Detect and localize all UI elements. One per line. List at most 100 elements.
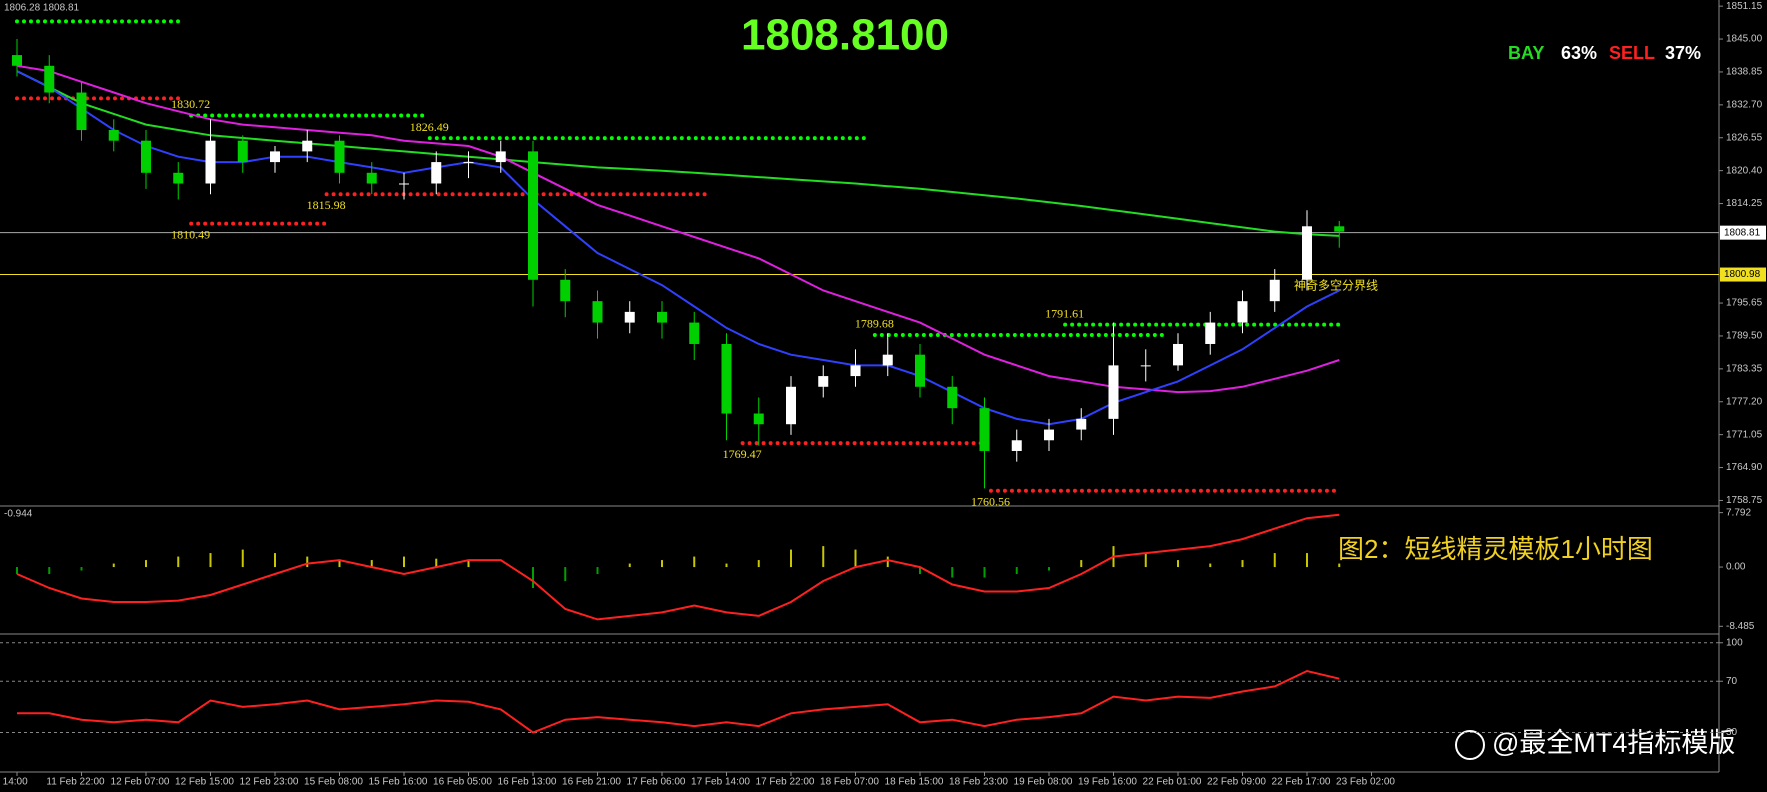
candle-body xyxy=(1076,418,1087,430)
y-tick-label: 1832.70 xyxy=(1726,99,1763,110)
candle-body xyxy=(657,311,667,323)
indicator-line xyxy=(16,70,1340,426)
candle-body xyxy=(44,65,55,93)
y-tick-label: 1758.75 xyxy=(1726,495,1763,506)
x-tick-label: 19 Feb 16:00 xyxy=(1078,777,1137,788)
y-tick-label: 0.00 xyxy=(1726,562,1746,573)
candle-body xyxy=(915,354,925,387)
x-tick-label: 17 Feb 06:00 xyxy=(627,777,686,788)
candle-body xyxy=(76,92,87,130)
candle-body xyxy=(1044,429,1054,441)
level-label: 1810.49 xyxy=(171,227,210,241)
candle-body xyxy=(1269,279,1280,302)
candle-body xyxy=(366,172,377,184)
candle-body xyxy=(302,140,313,152)
y-tick-label: 1789.50 xyxy=(1726,331,1763,342)
watermark: @最全MT4指标模版 xyxy=(1492,728,1735,758)
candle-body xyxy=(528,151,538,280)
y-tick-label: 70 xyxy=(1726,676,1738,687)
candle-body xyxy=(850,365,861,377)
y-tick-label: 1826.55 xyxy=(1726,132,1763,143)
sell-percent: 37% xyxy=(1665,43,1701,63)
candle-body xyxy=(173,172,184,184)
candle-body xyxy=(334,140,345,173)
y-tick-label: 1783.35 xyxy=(1726,363,1763,374)
candle-body xyxy=(753,413,764,425)
x-tick-label: 18 Feb 23:00 xyxy=(949,777,1008,788)
candle-body xyxy=(237,140,248,163)
level-label: 1769.47 xyxy=(723,447,762,461)
caption: 图2：短线精灵模板1小时图 xyxy=(1338,534,1653,564)
y-tick-label: 1771.05 xyxy=(1726,429,1763,440)
y-tick-label: 1838.85 xyxy=(1726,67,1763,78)
sell-label: SELL xyxy=(1609,43,1655,63)
candle-body xyxy=(689,322,700,344)
x-tick-label: 11 Feb 22:00 xyxy=(46,777,105,788)
candle-body xyxy=(205,140,216,184)
candle-body xyxy=(560,279,571,302)
candle-body xyxy=(431,162,442,184)
bay-percent: 63% xyxy=(1561,43,1597,63)
candle-body xyxy=(463,162,474,164)
candle-body xyxy=(882,354,893,366)
candle-body xyxy=(721,343,732,414)
x-tick-label: 18 Feb 15:00 xyxy=(885,777,944,788)
level-label: 1789.68 xyxy=(855,317,894,331)
candle-body xyxy=(1140,365,1151,367)
x-tick-label: 15 Feb 16:00 xyxy=(369,777,428,788)
candle-body xyxy=(495,151,506,163)
candle-body xyxy=(12,55,22,66)
big-price: 1808.8100 xyxy=(741,11,949,60)
candle-body xyxy=(592,301,603,323)
x-tick-label: 22 Feb 09:00 xyxy=(1207,777,1266,788)
boundary-box xyxy=(1720,267,1766,282)
current-price-box xyxy=(1720,225,1766,240)
candle-body xyxy=(1173,343,1183,366)
candle-body xyxy=(818,376,829,387)
x-tick-label: 18 Feb 07:00 xyxy=(820,777,879,788)
candle-body xyxy=(270,151,280,163)
boundary-price-label: 1800.98 xyxy=(1724,269,1761,280)
y-tick-label: 1814.25 xyxy=(1726,198,1763,209)
candle-body xyxy=(1302,226,1312,280)
y-tick-label: 1851.15 xyxy=(1726,1,1763,12)
indicator-line xyxy=(16,70,1340,237)
x-tick-label: 12 Feb 23:00 xyxy=(240,777,299,788)
y-tick-label: 1777.20 xyxy=(1726,396,1763,407)
indicator-line xyxy=(16,64,1340,394)
x-tick-label: 16 Feb 13:00 xyxy=(498,777,557,788)
candle-body xyxy=(1334,226,1345,232)
candle-body xyxy=(624,311,635,323)
candle-body xyxy=(141,140,151,173)
level-label: 1791.61 xyxy=(1045,306,1084,320)
x-tick-label: 17 Feb 22:00 xyxy=(756,777,815,788)
x-tick-label: 17 Feb 14:00 xyxy=(691,777,750,788)
candle-body xyxy=(786,386,796,425)
x-tick-label: 23 Feb 02:00 xyxy=(1336,777,1395,788)
level-label: 1826.49 xyxy=(410,120,449,134)
candle-body xyxy=(1205,322,1216,344)
x-tick-label: 22 Feb 17:00 xyxy=(1272,777,1331,788)
x-tick-label: 12 Feb 07:00 xyxy=(111,777,170,788)
indicator-value: -0.944 xyxy=(4,509,33,520)
x-tick-label: 19 Feb 08:00 xyxy=(1014,777,1073,788)
current-price-label: 1808.81 xyxy=(1724,227,1761,238)
boundary-label: 神奇多空分界线 xyxy=(1294,279,1378,293)
y-tick-label: -8.485 xyxy=(1726,621,1755,632)
candle-body xyxy=(399,183,409,185)
bay-label: BAY xyxy=(1508,43,1544,63)
y-tick-label: 100 xyxy=(1726,637,1743,648)
watermark-icon xyxy=(1455,730,1485,760)
x-tick-label: b 14:00 xyxy=(0,777,28,788)
x-tick-label: 12 Feb 15:00 xyxy=(175,777,234,788)
y-tick-label: 1795.65 xyxy=(1726,298,1763,309)
level-label: 1815.98 xyxy=(307,198,346,212)
y-tick-label: 7.792 xyxy=(1726,507,1751,518)
x-tick-label: 16 Feb 05:00 xyxy=(433,777,492,788)
x-tick-label: 22 Feb 01:00 xyxy=(1143,777,1202,788)
indicator-line xyxy=(16,513,1340,621)
level-label: 1760.56 xyxy=(971,495,1010,509)
candle-body xyxy=(108,129,119,141)
